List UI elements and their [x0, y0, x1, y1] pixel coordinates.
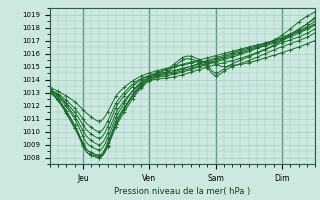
- X-axis label: Pression niveau de la mer( hPa ): Pression niveau de la mer( hPa ): [114, 187, 251, 196]
